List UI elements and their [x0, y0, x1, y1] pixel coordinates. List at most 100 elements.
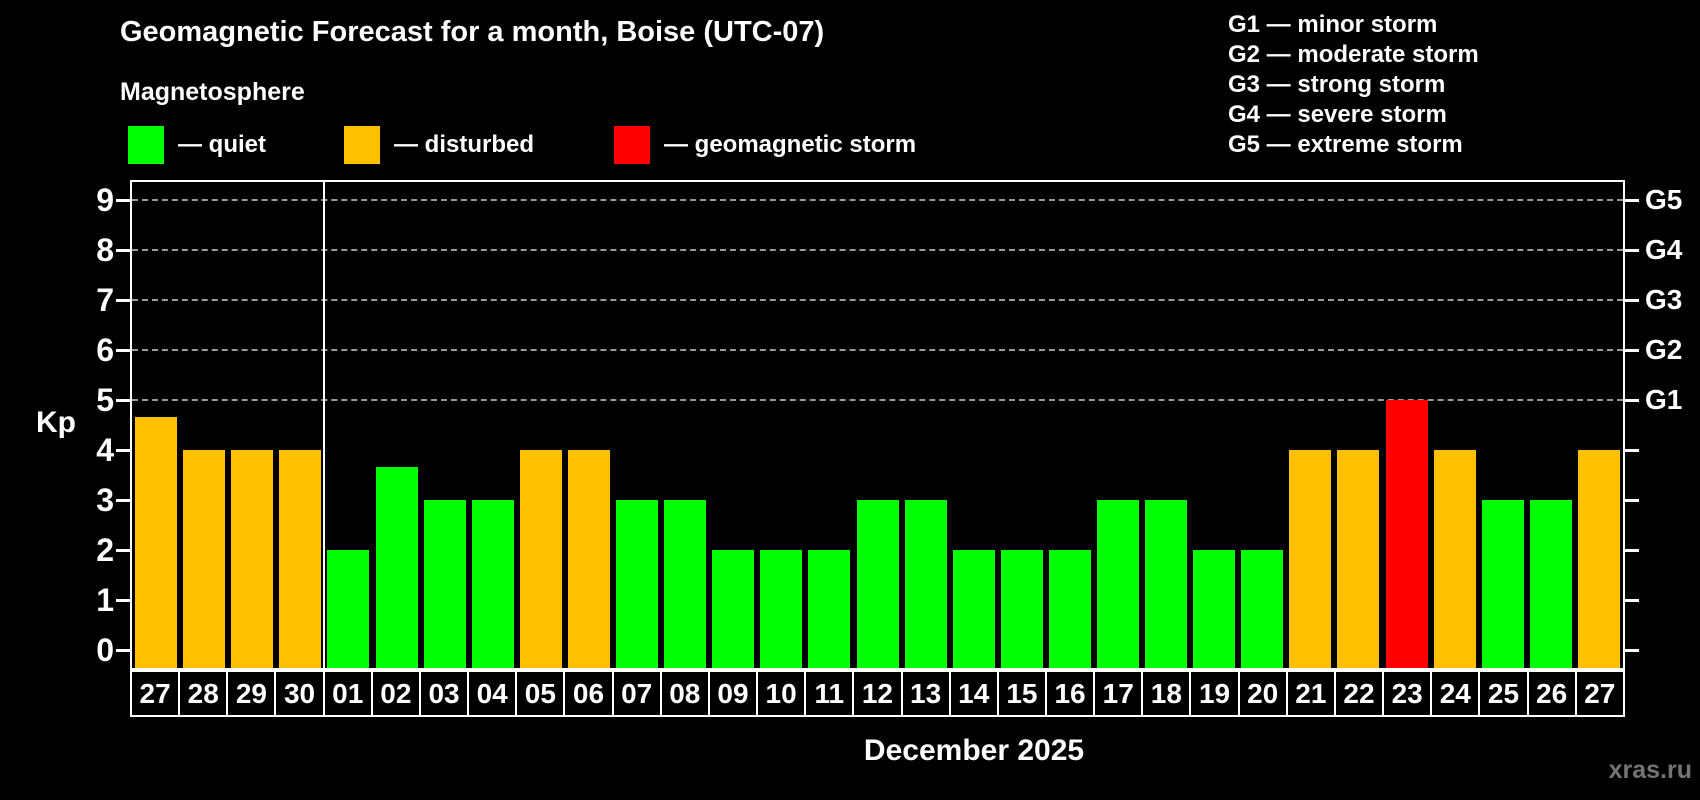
left-axis-tick-0 — [116, 648, 130, 652]
left-axis-tick-8 — [116, 248, 130, 252]
day-label-cell: 21 — [1285, 670, 1336, 717]
y-tick-label-9: 9 — [96, 182, 114, 218]
day-label-cell: 25 — [1478, 670, 1529, 717]
kp-bar-day-12 — [856, 500, 899, 668]
storm-scale-legend: G1 — minor storm G2 — moderate storm G3 … — [1228, 10, 1479, 160]
kp-bar-day-06 — [567, 450, 610, 668]
right-axis-tick-0 — [1625, 648, 1639, 652]
kp-bar-day-08 — [664, 500, 707, 668]
kp-bar-day-13 — [904, 500, 947, 668]
day-label-cell: 23 — [1382, 670, 1433, 717]
kp-bar-day-09 — [712, 550, 755, 668]
day-label-cell: 12 — [852, 670, 903, 717]
day-label-cell: 22 — [1333, 670, 1385, 717]
kp-bar-day-28 — [183, 450, 226, 668]
day-label-cell: 01 — [322, 670, 373, 717]
x-axis-title: December 2025 — [863, 734, 1085, 767]
gridline-kp-8 — [132, 249, 1623, 251]
day-label-cell: 11 — [804, 670, 855, 717]
y-tick-label-1: 1 — [96, 582, 114, 618]
day-label-cell: 27 — [1574, 670, 1625, 717]
y-axis-title: Kp — [36, 406, 76, 439]
y-tick-label-7: 7 — [96, 282, 114, 318]
day-label-cell: 10 — [756, 670, 807, 717]
watermark: xras.ru — [1608, 756, 1692, 784]
gridline-kp-5 — [132, 399, 1623, 401]
storm-scale-g5: G5 — extreme storm — [1228, 131, 1463, 158]
day-label-cell: 28 — [178, 670, 229, 717]
y-tick-label-2: 2 — [96, 532, 114, 568]
right-axis-tick-5 — [1625, 398, 1639, 402]
day-label-cell: 03 — [418, 670, 470, 717]
day-label-cell: 13 — [900, 670, 951, 717]
chart-subtitle: Magnetosphere — [120, 78, 305, 106]
day-label-cell: 20 — [1237, 670, 1288, 717]
kp-bar-day-15 — [1000, 550, 1043, 668]
kp-bar-day-27 — [1577, 450, 1620, 668]
left-axis-tick-7 — [116, 298, 130, 302]
kp-bar-day-29 — [231, 450, 274, 668]
day-label-cell: 15 — [996, 670, 1047, 717]
chart-title: Geomagnetic Forecast for a month, Boise … — [120, 16, 825, 48]
kp-bar-day-17 — [1096, 500, 1139, 668]
kp-bar-day-25 — [1481, 500, 1524, 668]
day-label-cell: 17 — [1093, 670, 1144, 717]
kp-bar-day-04 — [471, 500, 514, 668]
left-axis-tick-6 — [116, 348, 130, 352]
left-axis-tick-4 — [116, 448, 130, 452]
kp-bar-day-07 — [616, 500, 659, 668]
right-axis-tick-1 — [1625, 598, 1639, 602]
legend-item-disturbed: — disturbed — [344, 124, 534, 166]
legend-label-quiet: — quiet — [178, 131, 266, 158]
kp-bar-day-30 — [279, 450, 322, 668]
y-tick-label-0: 0 — [96, 632, 114, 668]
day-label-cell: 14 — [948, 670, 999, 717]
day-label-cell: 16 — [1044, 670, 1096, 717]
day-label-cell: 02 — [370, 670, 421, 717]
right-axis-tick-6 — [1625, 348, 1639, 352]
day-label-cell: 30 — [274, 670, 325, 717]
right-axis-tick-9 — [1625, 198, 1639, 202]
storm-scale-g1: G1 — minor storm — [1228, 11, 1438, 38]
g-scale-label-g5: G5 — [1645, 184, 1683, 215]
legend-item-storm: — geomagnetic storm — [614, 124, 916, 166]
g-scale-label-g1: G1 — [1645, 384, 1683, 415]
kp-bar-day-11 — [808, 550, 851, 668]
left-axis-tick-9 — [116, 198, 130, 202]
legend-label-storm: — geomagnetic storm — [664, 131, 917, 158]
kp-bar-day-21 — [1289, 450, 1332, 668]
left-axis-tick-1 — [116, 598, 130, 602]
kp-bar-day-26 — [1529, 500, 1572, 668]
y-tick-label-8: 8 — [96, 232, 114, 268]
y-tick-label-3: 3 — [96, 482, 114, 518]
day-label-cell: 06 — [563, 670, 614, 717]
gridline-kp-7 — [132, 299, 1623, 301]
storm-color-swatch — [614, 126, 650, 164]
right-axis-tick-2 — [1625, 548, 1639, 552]
kp-bar-day-20 — [1241, 550, 1284, 668]
kp-bar-day-16 — [1048, 550, 1091, 668]
y-tick-label-6: 6 — [96, 332, 114, 368]
kp-bar-day-10 — [760, 550, 803, 668]
legend-item-quiet: — quiet — [128, 124, 266, 166]
kp-bar-day-19 — [1193, 550, 1236, 668]
day-axis: 27 28 29 30 01 02 03 04 05 06 07 08 09 10 11 12 13 14 15 16… — [130, 670, 1625, 717]
kp-bar-day-14 — [952, 550, 995, 668]
right-axis-tick-3 — [1625, 498, 1639, 502]
g-scale-label-g4: G4 — [1645, 234, 1683, 265]
kp-bar-day-18 — [1145, 500, 1188, 668]
kp-bar-day-23 — [1385, 400, 1428, 668]
month-separator-line — [323, 182, 326, 668]
left-axis-tick-3 — [116, 498, 130, 502]
kp-bar-day-02 — [375, 466, 418, 668]
day-label-cell: 09 — [707, 670, 759, 717]
left-axis-tick-2 — [116, 548, 130, 552]
gridline-kp-6 — [132, 349, 1623, 351]
y-tick-label-5: 5 — [96, 382, 114, 418]
day-label-cell: 19 — [1189, 670, 1240, 717]
day-label-cell: 18 — [1141, 670, 1192, 717]
disturbed-color-swatch — [344, 126, 380, 164]
storm-scale-g3: G3 — strong storm — [1228, 71, 1446, 98]
left-axis-tick-5 — [116, 398, 130, 402]
right-axis-tick-7 — [1625, 298, 1639, 302]
